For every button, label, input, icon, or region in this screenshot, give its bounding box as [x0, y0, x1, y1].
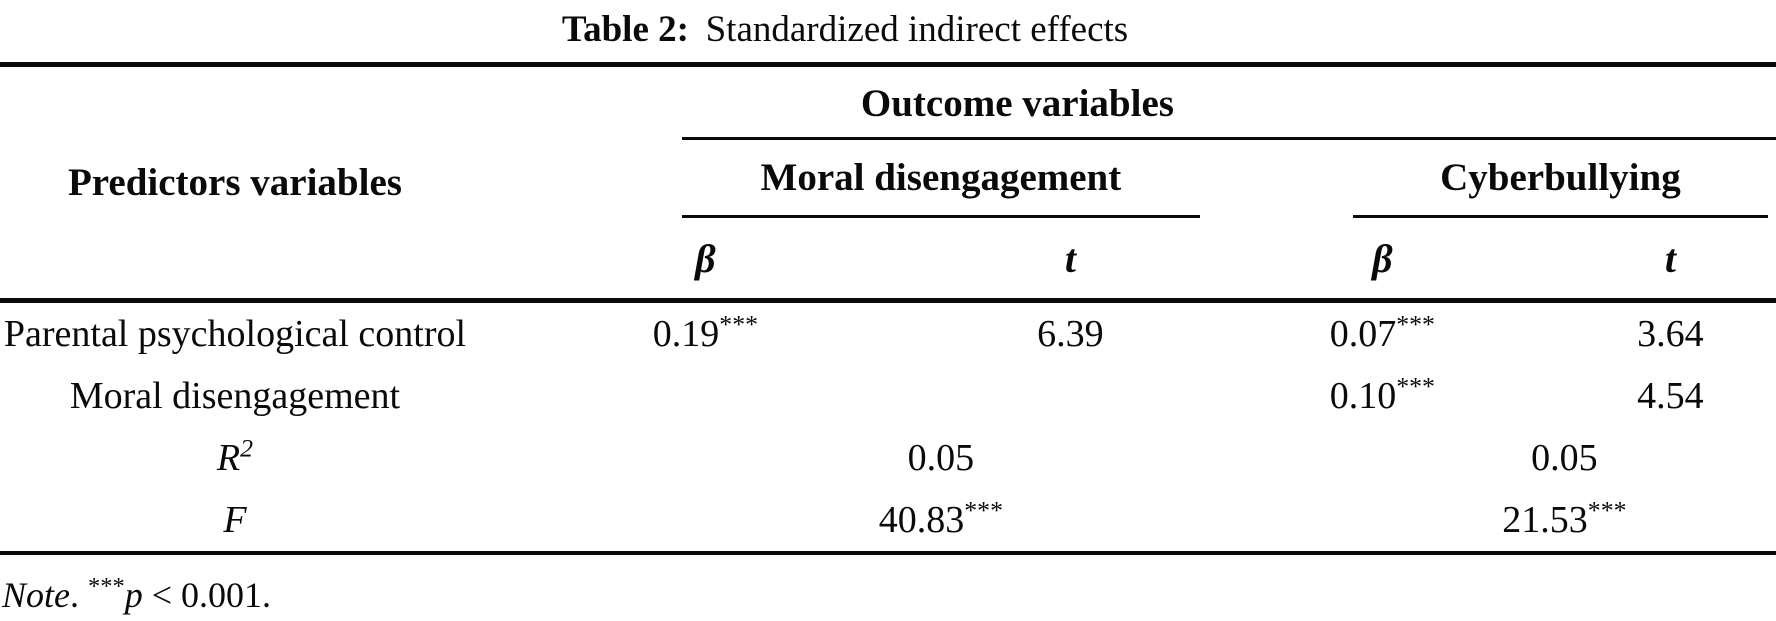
significance-stars: ***	[1396, 309, 1435, 339]
cell-md-f: 40.83***	[470, 489, 1200, 553]
note-separator: .	[70, 575, 88, 615]
beta-symbol: β	[695, 235, 716, 281]
value: 3.64	[1637, 313, 1704, 355]
significance-stars: ***	[1587, 495, 1627, 525]
table-caption: Table 2: Standardized indirect effects	[0, 8, 1690, 52]
outcome-spanner-rule	[681, 137, 1776, 140]
significance-stars: ***	[88, 573, 125, 600]
t-symbol: t	[1664, 235, 1676, 281]
value: 0.19	[652, 313, 720, 355]
group-header-moral-disengagement: Moral disengagement	[470, 140, 1200, 218]
cb-beta-column-header: β	[1200, 218, 1565, 301]
table-caption-number: Table 2:	[561, 9, 689, 50]
group-label-cyberbullying: Cyberbullying	[1352, 140, 1768, 218]
p-symbol: p	[124, 575, 143, 615]
cell-md-t-empty	[941, 365, 1200, 427]
md-t-column-header: t	[941, 218, 1200, 301]
predictors-header: Predictors variables	[67, 161, 402, 204]
value: 6.39	[1037, 313, 1104, 355]
group-header-cyberbullying: Cyberbullying	[1200, 140, 1776, 218]
value: 40.83	[878, 499, 965, 541]
significance-stars: ***	[719, 309, 759, 339]
table-row-moral-disengagement: Moral disengagement 0.10*** 4.54	[0, 365, 1776, 427]
value: 0.05	[907, 437, 975, 479]
cell-md-t: 6.39	[940, 298, 1200, 365]
value: 0.05	[1531, 437, 1598, 479]
row-label: F	[0, 489, 470, 553]
row-label: R2	[0, 427, 470, 489]
table-row-f-statistic: F 40.83*** 21.53***	[0, 489, 1776, 553]
row-label: Moral disengagement	[69, 375, 401, 417]
note-threshold: < 0.001.	[142, 575, 272, 615]
cell-cb-beta: 0.07***	[1199, 298, 1565, 365]
table-note: Note. ***p < 0.001.	[2, 573, 1776, 617]
cell-cb-t: 4.54	[1565, 365, 1776, 427]
value: 21.53	[1502, 499, 1588, 541]
table-caption-text: Standardized indirect effects	[705, 9, 1129, 50]
significance-stars: ***	[964, 495, 1003, 525]
cell-cb-f: 21.53***	[1200, 489, 1776, 553]
cell-md-beta-empty	[470, 365, 941, 427]
r-squared-exponent: 2	[240, 433, 254, 463]
cell-md-beta: 0.19***	[469, 298, 941, 365]
value: 0.07	[1329, 313, 1397, 355]
table-row-parental-psychological-control: Parental psychological control 0.19*** 6…	[0, 298, 1776, 365]
f-symbol: F	[223, 499, 247, 541]
t-symbol: t	[1064, 235, 1076, 281]
beta-symbol: β	[1372, 235, 1393, 281]
r-symbol: R	[216, 437, 241, 479]
cb-t-column-header: t	[1565, 218, 1776, 301]
value: 4.54	[1637, 375, 1704, 417]
outcome-spanner-label: Outcome variables	[860, 82, 1174, 125]
outcome-spanner-header: Outcome variables	[470, 65, 1776, 140]
cell-md-r-squared: 0.05	[470, 427, 1200, 489]
value: 0.10	[1329, 375, 1397, 417]
md-beta-column-header: β	[470, 218, 941, 301]
header-row-groups: Moral disengagement Cyberbullying	[0, 140, 1776, 218]
cell-cb-r-squared: 0.05	[1200, 427, 1776, 489]
significance-stars: ***	[1396, 371, 1435, 401]
header-row-statistics: β t β t	[0, 218, 1776, 301]
group-label-moral-disengagement: Moral disengagement	[681, 140, 1200, 218]
cell-cb-t: 3.64	[1564, 298, 1776, 365]
cell-cb-beta: 0.10***	[1200, 365, 1565, 427]
header-row-outcome: Predictors variables Outcome variables	[0, 65, 1776, 204]
standardized-indirect-effects-table: Predictors variables Outcome variables M…	[0, 62, 1776, 555]
note-word: Note	[2, 575, 70, 615]
table-row-r-squared: R2 0.05 0.05	[0, 427, 1776, 489]
row-label: Parental psychological control	[0, 298, 470, 365]
